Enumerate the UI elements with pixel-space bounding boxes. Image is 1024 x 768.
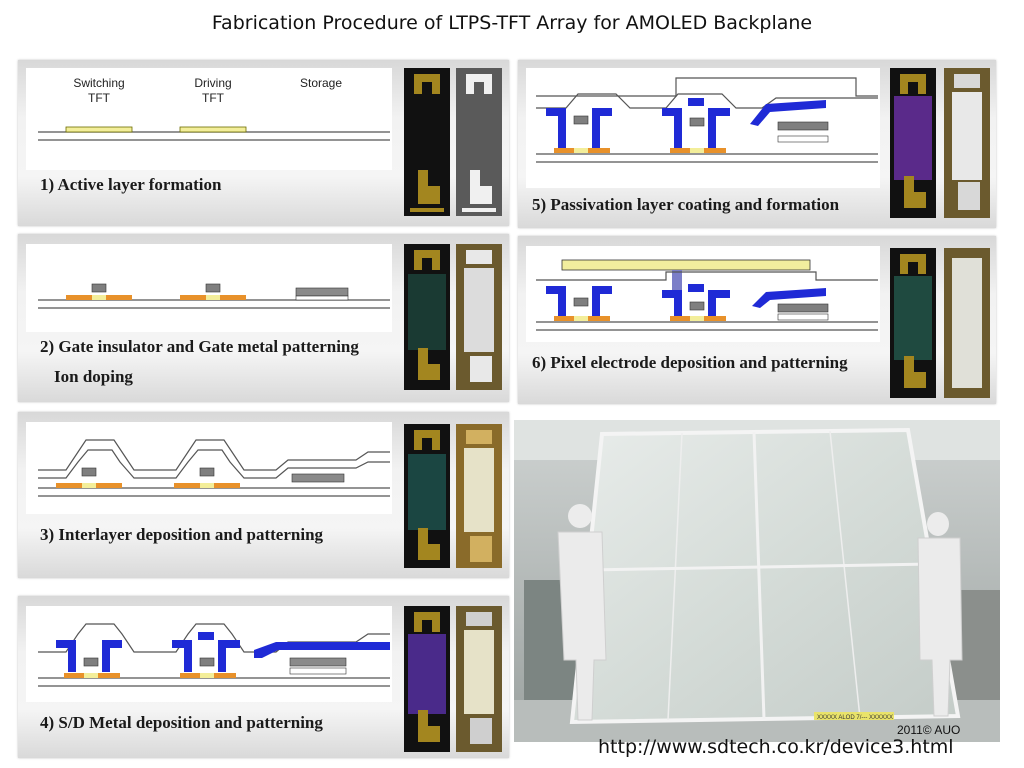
glass-label-strip: XXXXX ALOD 7/--- XXXXXX (817, 715, 893, 721)
pixel-via (672, 270, 682, 298)
step-6-layout-dark (890, 248, 936, 398)
active-island-switching (65, 126, 133, 133)
step-4-layout-dark (404, 606, 450, 752)
step-5-cross-section (526, 68, 880, 188)
backplane-glass-photo: XXXXX ALOD 7/--- XXXXXX (514, 420, 1000, 742)
step-2-caption: 2) Gate insulator and Gate metal pattern… (40, 337, 359, 386)
step-3-layout-light (456, 424, 502, 568)
step-6-cross-section (526, 246, 880, 342)
page-title: Fabrication Procedure of LTPS-TFT Array … (211, 12, 813, 34)
label-storage: Storage (299, 76, 343, 90)
step-3-cross-section (26, 422, 392, 514)
step-2-layout-dark (404, 244, 450, 390)
step-1-cross-section: Switching TFT Driving TFT Storage (26, 68, 392, 170)
source-url[interactable]: http://www.sdtech.co.kr/device3.html (598, 736, 954, 758)
step-4-layout-light (456, 606, 502, 752)
sd-metal-switching-right (102, 640, 122, 672)
sd-metal-driving-right (218, 640, 240, 672)
step-5-layout-dark (890, 68, 936, 218)
step-4-cross-section (26, 606, 392, 702)
pixel-electrode (561, 259, 811, 271)
step-1-layout-light (456, 68, 502, 216)
label-driving-tft: Driving TFT (194, 76, 232, 105)
step-6-layout-light (944, 248, 990, 398)
active-island-driving (179, 126, 247, 133)
step-5-caption: 5) Passivation layer coating and formati… (532, 195, 840, 214)
step-1-layout-dark (404, 68, 450, 216)
step-4-caption: 4) S/D Metal deposition and patterning (40, 713, 323, 732)
step-3-caption: 3) Interlayer deposition and patterning (40, 525, 324, 544)
sd-metal-storage (254, 642, 390, 658)
photo-copyright: 2011© AUO (897, 723, 961, 737)
step-2-layout-light (456, 244, 502, 390)
sd-metal-switching-left (56, 640, 76, 672)
sd-metal-driving-left (172, 640, 192, 672)
step-6-caption: 6) Pixel electrode deposition and patter… (532, 353, 848, 372)
glass-substrate (569, 427, 961, 725)
step-2-cross-section (26, 244, 392, 332)
step-3-layout-dark (404, 424, 450, 568)
step-5-layout-light (944, 68, 990, 218)
label-switching-tft: Switching TFT (73, 76, 125, 105)
step-1-caption: 1) Active layer formation (40, 175, 222, 194)
